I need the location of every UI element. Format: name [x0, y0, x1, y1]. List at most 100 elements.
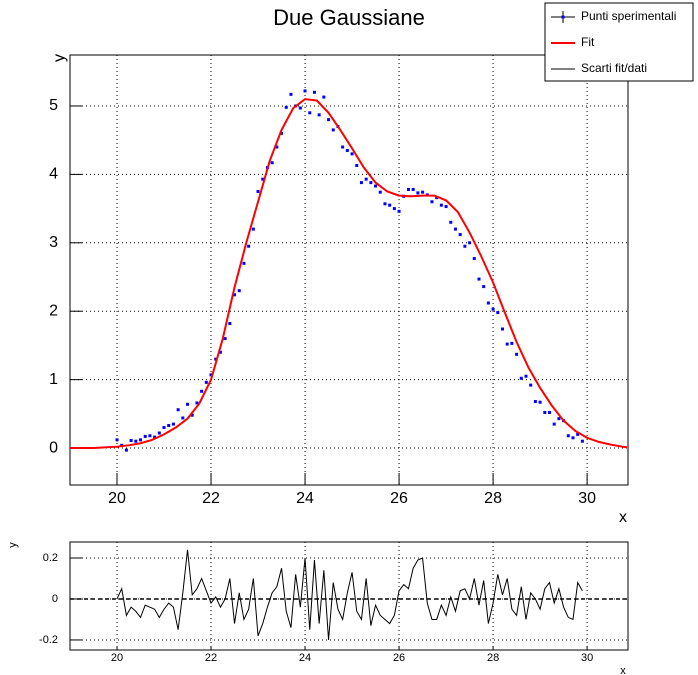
data-point: [124, 448, 128, 452]
legend-box: [544, 2, 694, 82]
data-point: [364, 177, 368, 181]
data-point: [167, 423, 171, 427]
data-point: [374, 184, 378, 188]
y-axis-label: y: [51, 54, 68, 62]
data-point: [209, 373, 213, 377]
legend-swatch: [561, 15, 565, 19]
data-point: [571, 436, 575, 440]
y-tick-label: 5: [49, 97, 58, 114]
data-point: [449, 220, 453, 224]
data-point: [289, 92, 293, 96]
data-point: [496, 311, 500, 315]
data-point: [228, 322, 232, 326]
data-point: [256, 189, 260, 193]
data-point: [529, 383, 533, 387]
y-tick-label: 0: [49, 439, 58, 456]
data-point: [359, 181, 363, 185]
data-point: [223, 337, 227, 341]
y-tick-label: 2: [49, 302, 58, 319]
data-point: [383, 202, 387, 206]
plot-frame: [69, 54, 629, 486]
y-axis-label: y: [7, 542, 19, 548]
data-point: [491, 307, 495, 311]
legend-label: Fit: [581, 35, 595, 49]
data-point: [477, 277, 481, 281]
data-point: [500, 327, 504, 331]
data-point: [308, 111, 312, 115]
chart-title: Due Gaussiane: [273, 5, 425, 30]
data-point: [195, 401, 199, 405]
data-point: [143, 434, 147, 438]
data-point: [453, 227, 457, 231]
legend-label: Scarti fit/dati: [581, 61, 647, 75]
data-point: [186, 402, 190, 406]
data-point: [421, 190, 425, 194]
data-point: [557, 417, 561, 421]
data-point: [486, 301, 490, 305]
x-tick-label: 30: [581, 652, 593, 664]
data-point: [148, 434, 152, 438]
data-point: [350, 152, 354, 156]
x-tick-label: 22: [202, 490, 220, 507]
data-point: [280, 131, 284, 135]
legend-label: Punti sperimentali: [581, 9, 676, 23]
data-point: [242, 261, 246, 265]
x-tick-label: 24: [296, 490, 314, 507]
data-point: [416, 191, 420, 195]
data-point: [552, 422, 556, 426]
y-tick-label: 3: [49, 234, 58, 251]
x-tick-label: 24: [299, 652, 311, 664]
data-point: [200, 389, 204, 393]
data-point: [543, 410, 547, 414]
x-tick-label: 26: [390, 490, 408, 507]
data-line: [70, 98, 628, 450]
data-point: [275, 145, 279, 149]
data-point: [317, 113, 321, 117]
data-point: [576, 432, 580, 436]
data-point: [139, 438, 143, 442]
data-point: [341, 145, 345, 149]
x-tick-label: 20: [108, 490, 126, 507]
data-point: [515, 352, 519, 356]
data-point: [468, 241, 472, 245]
data-point: [458, 233, 462, 237]
data-point: [355, 163, 359, 167]
data-point: [463, 244, 467, 248]
data-point: [181, 416, 185, 420]
y-tick-label: -0.2: [39, 634, 58, 646]
data-point: [247, 244, 251, 248]
x-tick-label: 22: [205, 652, 217, 664]
data-point: [566, 434, 570, 438]
data-point: [345, 148, 349, 152]
data-point: [369, 181, 373, 185]
data-point: [157, 431, 161, 435]
data-point: [519, 376, 523, 380]
x-tick-label: 20: [111, 652, 123, 664]
data-point: [482, 285, 486, 289]
data-point: [204, 380, 208, 384]
data-point: [115, 438, 119, 442]
data-point: [298, 106, 302, 110]
y-tick-label: 0.2: [43, 552, 58, 564]
data-point: [533, 400, 537, 404]
data-point: [331, 128, 335, 132]
data-point: [233, 293, 237, 297]
data-point: [435, 196, 439, 200]
data-point: [392, 207, 396, 211]
data-line: [116, 549, 583, 641]
data-point: [284, 105, 288, 109]
data-point: [538, 400, 542, 404]
data-point: [327, 118, 331, 122]
data-point: [378, 190, 382, 194]
data-point: [439, 203, 443, 207]
data-point: [303, 89, 307, 93]
data-point: [406, 187, 410, 191]
data-point: [134, 439, 138, 443]
x-tick-label: 30: [578, 490, 596, 507]
data-point: [218, 350, 222, 354]
x-tick-label: 28: [487, 652, 499, 664]
x-tick-label: 26: [393, 652, 405, 664]
data-point: [129, 439, 133, 443]
